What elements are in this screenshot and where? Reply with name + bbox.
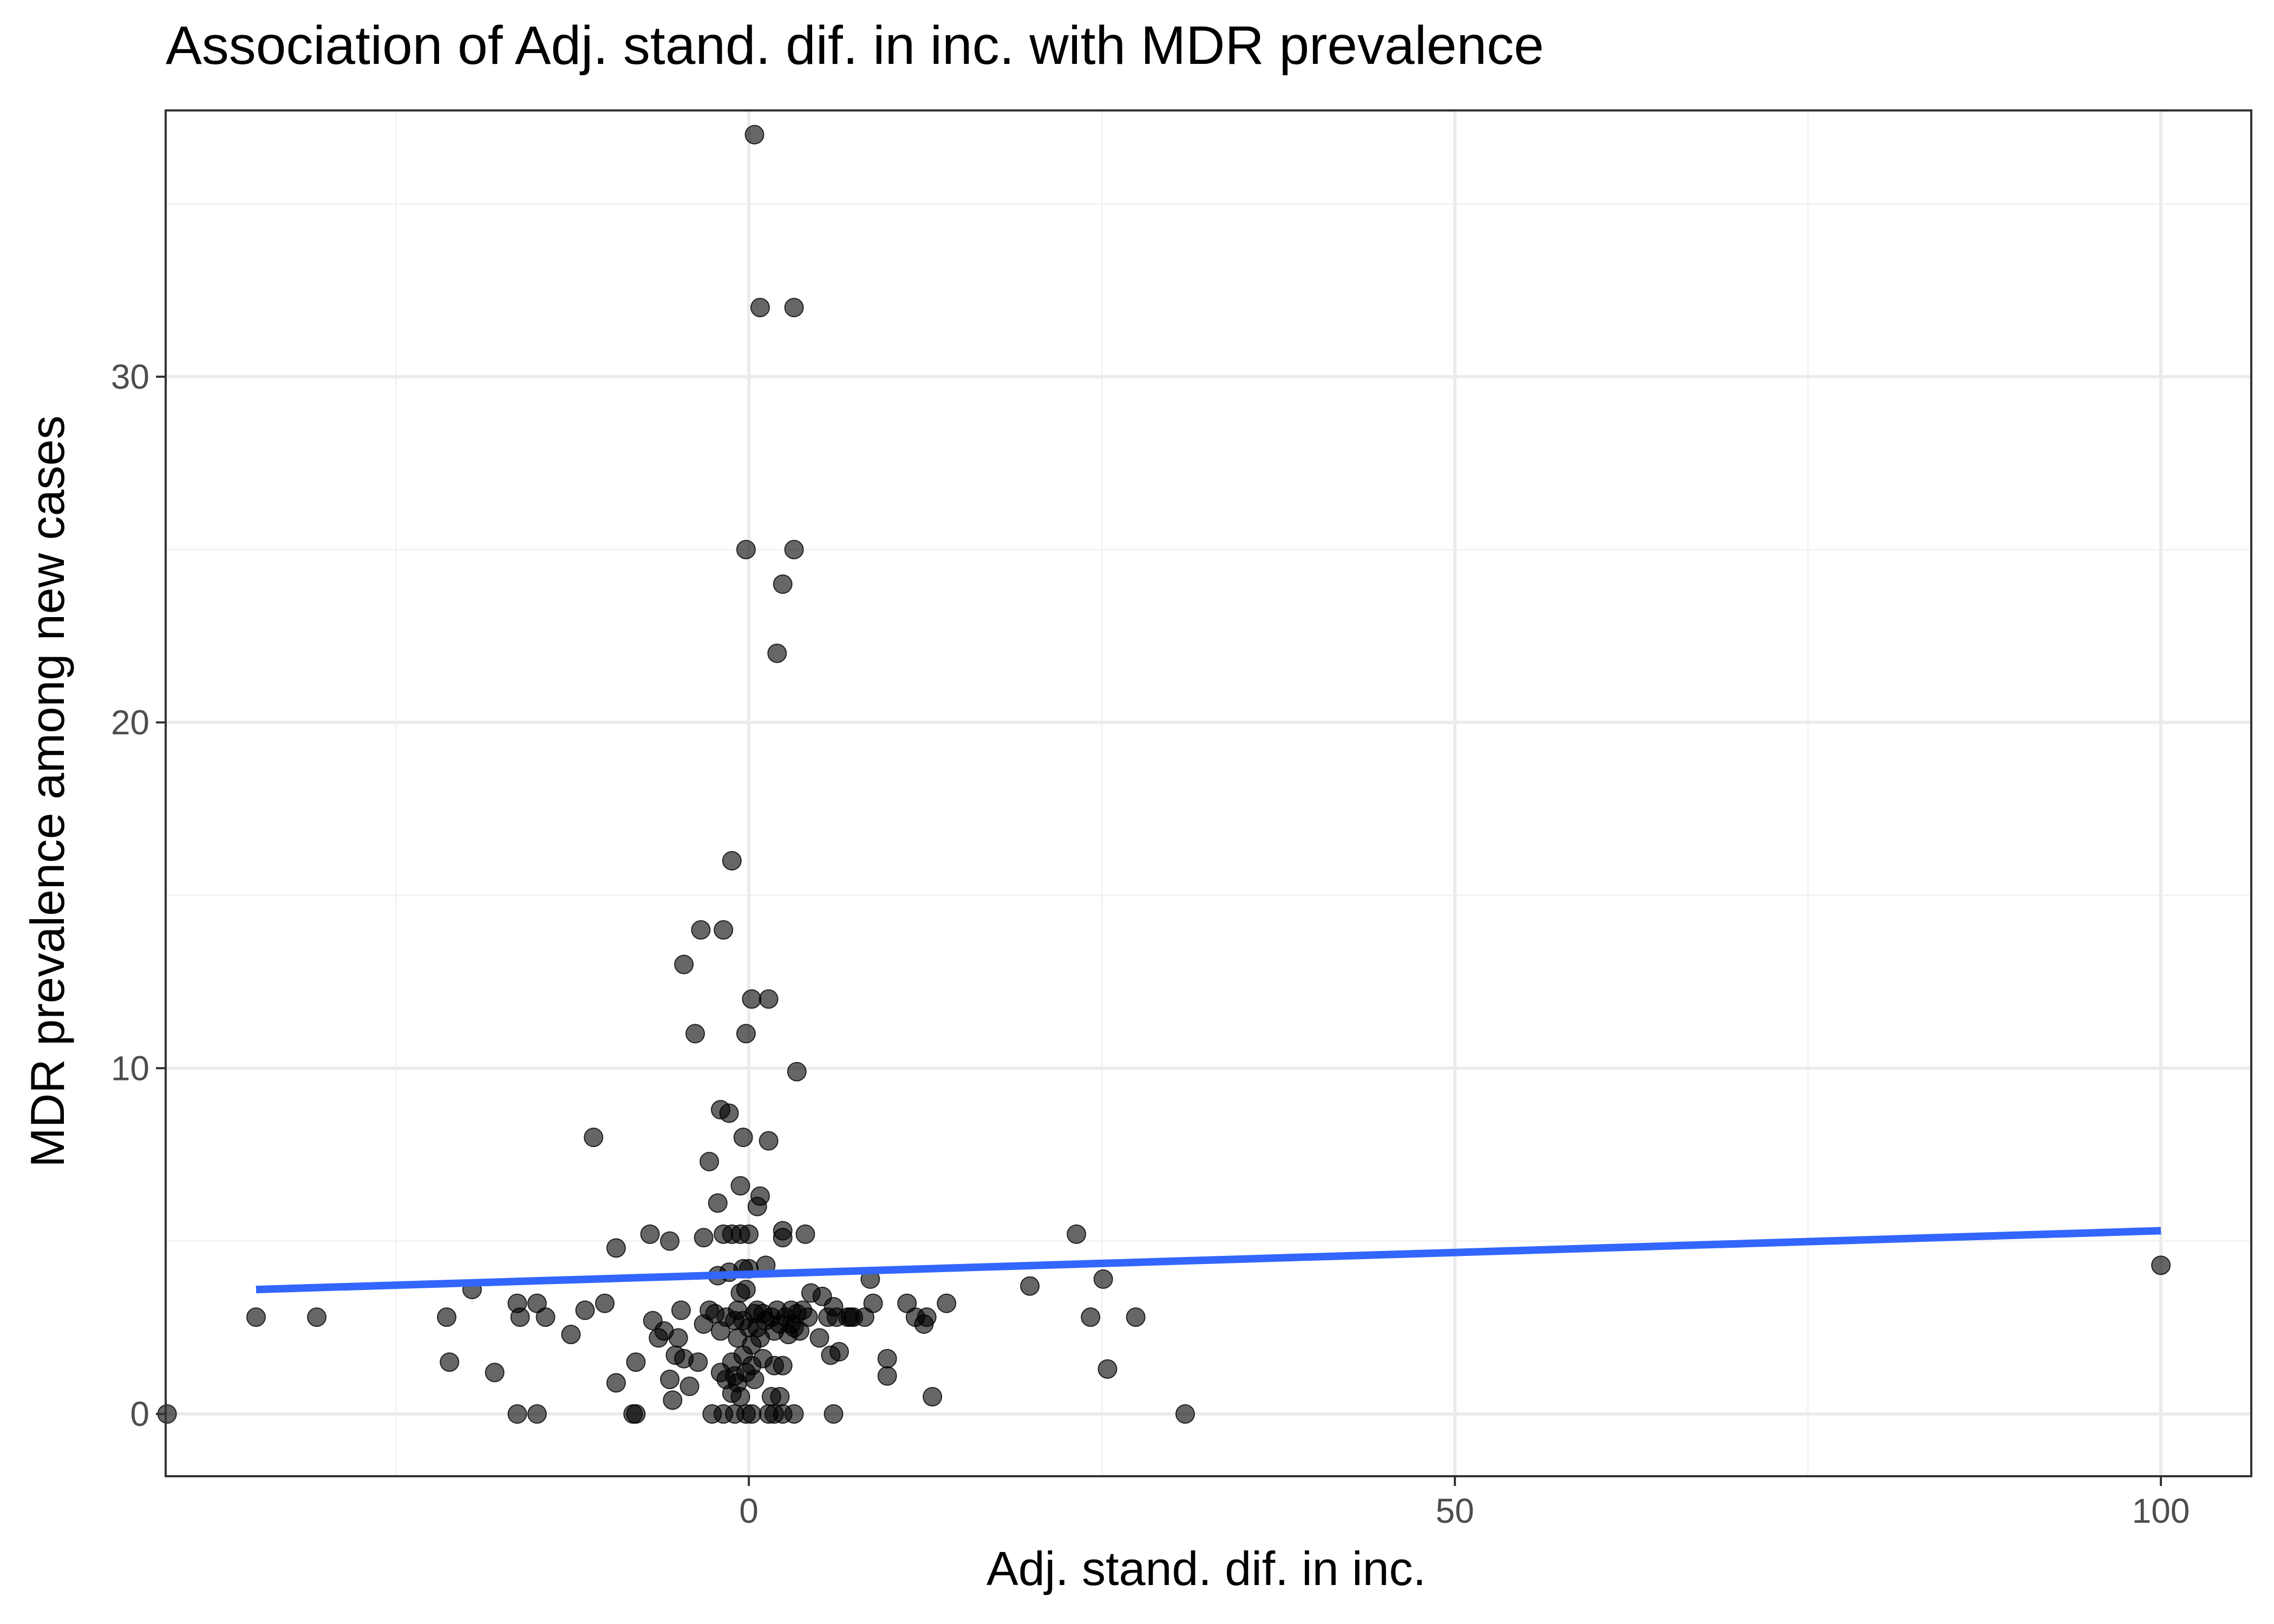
data-point	[767, 643, 787, 663]
data-point	[937, 1293, 957, 1313]
data-point	[1126, 1307, 1146, 1327]
data-point	[773, 1221, 793, 1241]
data-point	[640, 1224, 660, 1244]
data-point	[733, 1128, 753, 1148]
data-point	[1097, 1359, 1118, 1379]
x-axis-title: Adj. stand. dif. in inc.	[986, 1542, 1426, 1595]
data-point	[668, 1328, 688, 1348]
x-tick-label: 50	[1436, 1491, 1474, 1530]
y-tick-label: 20	[111, 703, 149, 742]
data-point	[626, 1404, 646, 1424]
x-axis-ticks: 0 50 100	[739, 1476, 2190, 1530]
data-point	[660, 1231, 680, 1251]
data-point	[679, 1376, 700, 1396]
data-point	[595, 1293, 615, 1313]
data-point	[759, 989, 779, 1009]
data-point	[730, 1176, 750, 1196]
data-point	[863, 1293, 883, 1313]
data-point	[671, 1300, 691, 1320]
data-point	[877, 1348, 897, 1368]
y-tick-label: 10	[111, 1049, 149, 1088]
data-point	[584, 1128, 604, 1148]
data-point	[736, 1280, 756, 1300]
data-point	[784, 1404, 804, 1424]
data-point	[307, 1307, 327, 1327]
x-tick-label: 0	[739, 1491, 759, 1530]
data-point	[877, 1366, 897, 1386]
data-point	[694, 1228, 714, 1248]
data-point	[1067, 1224, 1087, 1244]
data-point	[798, 1307, 818, 1327]
data-point	[606, 1373, 626, 1393]
data-point	[1175, 1404, 1195, 1424]
data-point	[773, 574, 793, 594]
data-point	[736, 1024, 756, 1044]
data-point	[744, 1370, 764, 1390]
y-tick-label: 0	[130, 1394, 149, 1433]
y-axis-title: MDR prevalence among new cases	[21, 415, 74, 1167]
data-point	[561, 1325, 581, 1345]
data-point	[750, 1186, 770, 1206]
x-tick-label: 100	[2132, 1491, 2190, 1530]
data-point	[784, 540, 804, 560]
data-point	[436, 1307, 456, 1327]
data-point	[674, 954, 694, 974]
panel-border	[165, 109, 2252, 1477]
data-point	[1081, 1307, 1101, 1327]
minor-gridlines	[166, 110, 2251, 1476]
y-axis-ticks: 0 10 20 30	[111, 357, 166, 1433]
data-point	[700, 1151, 720, 1171]
data-point	[691, 920, 711, 940]
data-point	[795, 1224, 815, 1244]
data-point	[759, 1131, 779, 1151]
data-point	[575, 1300, 595, 1320]
data-point	[660, 1370, 680, 1390]
data-point	[527, 1404, 547, 1424]
data-point	[809, 1328, 829, 1348]
trend-line	[256, 1227, 2161, 1294]
data-point	[535, 1307, 556, 1327]
data-point	[742, 1404, 762, 1424]
scatter-points	[157, 125, 2171, 1424]
data-point	[824, 1404, 844, 1424]
data-point	[440, 1352, 460, 1372]
data-point	[485, 1363, 505, 1383]
data-point	[2151, 1255, 2171, 1275]
data-point	[829, 1342, 850, 1362]
data-point	[246, 1307, 266, 1327]
data-point	[708, 1193, 728, 1213]
data-point	[510, 1307, 530, 1327]
data-point	[917, 1307, 937, 1327]
data-point	[750, 298, 770, 318]
data-point	[784, 298, 804, 318]
y-tick-label: 30	[111, 357, 149, 396]
data-point	[606, 1238, 626, 1258]
data-point	[742, 989, 762, 1009]
data-point	[736, 540, 756, 560]
data-point	[739, 1224, 759, 1244]
data-point	[685, 1024, 705, 1044]
data-point	[722, 851, 742, 871]
data-point	[773, 1355, 793, 1376]
data-point	[663, 1390, 683, 1410]
data-point	[1093, 1269, 1113, 1289]
data-point	[744, 125, 764, 145]
data-point	[626, 1352, 646, 1372]
data-point	[787, 1062, 807, 1082]
data-point	[688, 1352, 708, 1372]
data-point	[770, 1387, 790, 1407]
data-point	[719, 1103, 739, 1123]
data-point	[507, 1404, 527, 1424]
data-point	[1020, 1276, 1040, 1296]
data-point	[714, 920, 734, 940]
chart-title: Association of Adj. stand. dif. in inc. …	[166, 15, 1544, 76]
data-point	[730, 1387, 750, 1407]
data-point	[923, 1387, 943, 1407]
